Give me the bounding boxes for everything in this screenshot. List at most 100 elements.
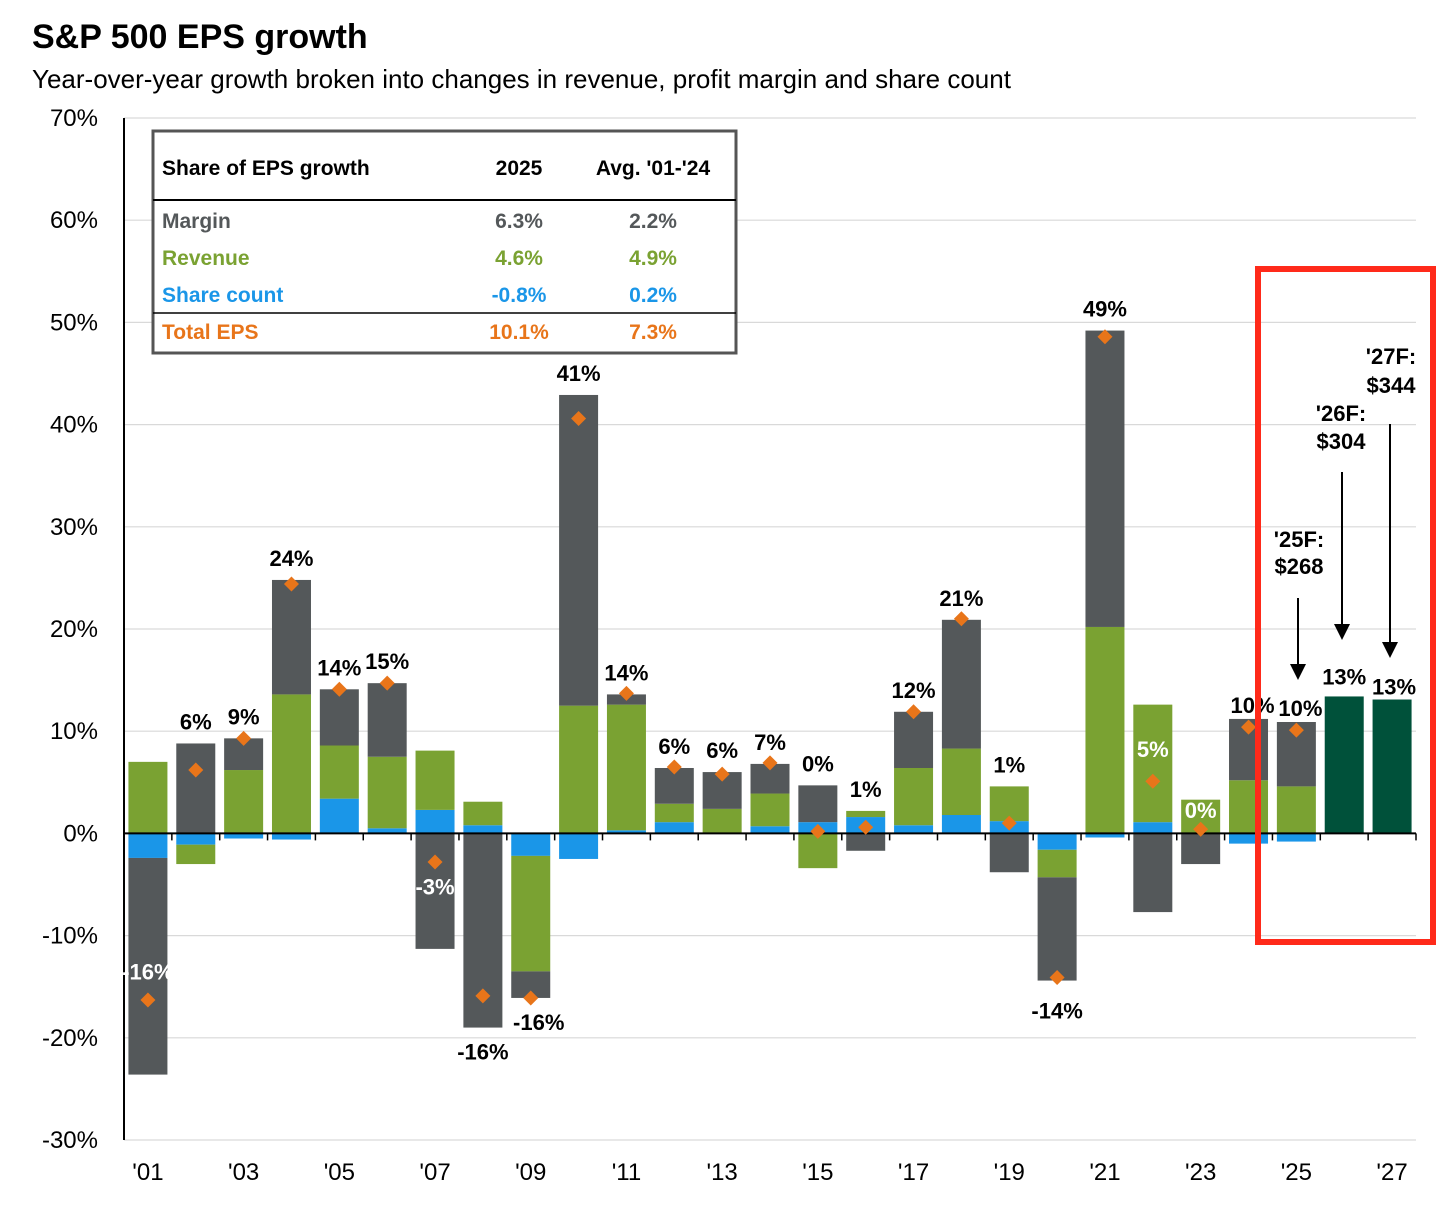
data-label: 12%	[892, 678, 936, 703]
forecast-annotation-line1: '25F:	[1274, 527, 1324, 552]
forecast-annotation-line1: '27F:	[1366, 344, 1416, 369]
y-tick-label: 0%	[63, 820, 98, 847]
data-label: 1%	[993, 752, 1025, 777]
total-eps-marker	[331, 681, 347, 697]
bar-segment-revenue	[415, 750, 455, 810]
bar-segment-margin	[176, 743, 216, 834]
x-tick-label: '21	[1089, 1159, 1120, 1186]
chart-title: S&P 500 EPS growth	[32, 18, 368, 56]
x-tick-label: '13	[707, 1159, 738, 1186]
x-tick-label: '19	[994, 1159, 1025, 1186]
bar-segment-share-count	[941, 815, 981, 834]
bar-segment-margin	[128, 857, 168, 1075]
bar-segment-share-count	[750, 826, 790, 834]
summary-table-cell-2025: 4.6%	[495, 247, 543, 270]
data-label: 24%	[269, 546, 313, 571]
total-eps-marker	[1145, 773, 1161, 789]
x-tick-label: '23	[1185, 1159, 1216, 1186]
data-label: 13%	[1372, 675, 1416, 700]
bar-segment-share-count	[1085, 833, 1125, 838]
bar-forecast	[1324, 696, 1364, 834]
bar-segment-share-count	[463, 825, 503, 834]
data-label: 13%	[1322, 664, 1366, 689]
bar-segment-share-count	[559, 833, 599, 859]
total-eps-marker	[571, 410, 587, 426]
bar-segment-share-count	[224, 833, 264, 839]
x-tick-label: '25	[1281, 1159, 1312, 1186]
bar-segment-revenue	[176, 844, 216, 865]
y-tick-label: -30%	[42, 1127, 98, 1154]
bar-forecast	[1372, 699, 1412, 834]
bar-segment-share-count	[367, 828, 407, 834]
forecast-highlight-box	[1255, 266, 1436, 945]
forecast-arrow-head	[1290, 664, 1306, 680]
y-tick-label: 30%	[50, 514, 98, 541]
data-label: -16%	[122, 960, 173, 985]
bar-segment-revenue	[128, 761, 168, 834]
x-tick-label: '11	[612, 1159, 642, 1186]
forecast-annotation-line2: $268	[1275, 554, 1324, 579]
summary-table-header: Share of EPS growth	[162, 157, 370, 180]
data-label: -14%	[1031, 999, 1082, 1024]
total-eps-marker	[1288, 722, 1304, 738]
bar-segment-margin	[989, 833, 1029, 873]
bar-segment-revenue	[224, 770, 264, 834]
summary-table-row-label: Margin	[162, 210, 231, 233]
total-eps-marker	[714, 766, 730, 782]
data-label: 10%	[1230, 693, 1274, 718]
x-tick-label: '15	[802, 1159, 833, 1186]
y-tick-label: -10%	[42, 923, 98, 950]
y-tick-label: 70%	[50, 105, 98, 132]
y-tick-label: 60%	[50, 207, 98, 234]
y-tick-label: 20%	[50, 616, 98, 643]
bar-segment-share-count	[319, 798, 359, 834]
bar-segment-share-count	[894, 825, 934, 834]
data-label: 41%	[557, 361, 601, 386]
bar-segment-margin	[894, 711, 934, 768]
bar-segment-margin	[319, 689, 359, 746]
total-eps-marker	[140, 992, 156, 1008]
bar-segment-revenue	[750, 793, 790, 827]
bar-segment-margin	[367, 683, 407, 757]
total-eps-marker	[618, 685, 634, 701]
total-eps-marker	[953, 611, 969, 627]
y-tick-label: 10%	[50, 718, 98, 745]
data-label: 14%	[604, 660, 648, 685]
data-label: 0%	[1185, 798, 1217, 823]
bar-segment-share-count	[1037, 833, 1077, 850]
total-eps-marker	[1193, 821, 1209, 837]
data-label: -16%	[457, 1040, 508, 1065]
bar-segment-revenue	[511, 855, 551, 972]
bar-segment-revenue	[463, 801, 503, 826]
x-tick-label: '09	[515, 1159, 546, 1186]
bar-segment-revenue	[1276, 786, 1316, 834]
summary-table-row-label: Revenue	[162, 247, 250, 270]
y-tick-label: -20%	[42, 1025, 98, 1052]
bar-segment-revenue	[702, 808, 742, 834]
total-eps-marker	[858, 819, 874, 835]
y-tick-label: 50%	[50, 309, 98, 336]
x-tick-label: '01	[132, 1159, 163, 1186]
bar-segment-share-count	[1229, 833, 1269, 844]
bar-segment-share-count	[1276, 833, 1316, 842]
bar-segment-revenue	[846, 810, 886, 818]
summary-table-header: 2025	[496, 157, 543, 180]
total-eps-marker	[810, 823, 826, 839]
bar-segment-share-count	[654, 822, 694, 834]
bar-segment-share-count	[415, 809, 455, 834]
data-label: 15%	[365, 649, 409, 674]
total-eps-marker	[1241, 719, 1257, 735]
chart-subtitle: Year-over-year growth broken into change…	[32, 64, 1011, 94]
bar-segment-margin	[1133, 833, 1173, 913]
total-eps-marker	[427, 854, 443, 870]
data-label: 1%	[850, 777, 882, 802]
bar-segment-revenue	[1037, 849, 1077, 878]
data-label: -3%	[415, 875, 454, 900]
bar-segment-margin	[1037, 877, 1077, 981]
y-tick-label: 40%	[50, 412, 98, 439]
bar-segment-revenue	[559, 705, 599, 834]
bar-segment-margin	[559, 394, 599, 706]
summary-table-cell-avg: 0.2%	[629, 284, 677, 307]
bar-segment-revenue	[1229, 780, 1269, 834]
bar-segment-margin	[271, 579, 311, 695]
